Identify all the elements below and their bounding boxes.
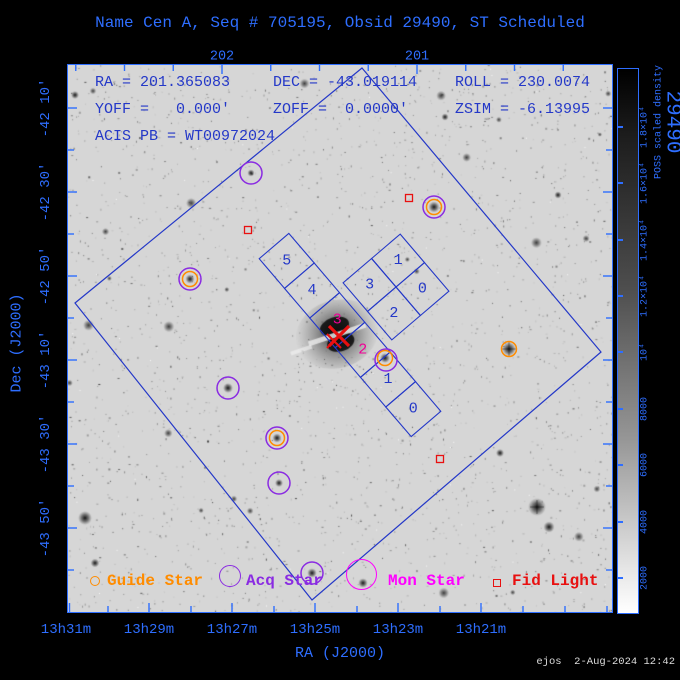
- chip-label: 5: [282, 252, 291, 269]
- top-tick-label: 202: [209, 49, 235, 65]
- obs-info-row: RA = 201.365083 DEC = -43.019114 ROLL = …: [95, 74, 615, 101]
- colorbar-tick: [618, 521, 623, 523]
- guide-star-legend-icon: [90, 576, 100, 586]
- acq_star-marker[interactable]: [300, 561, 324, 585]
- fid-light-legend-label: Fid Light: [512, 572, 599, 590]
- chip-label: 4: [307, 282, 316, 299]
- fid-light-marker[interactable]: [435, 454, 445, 464]
- y-tick-label: -43 10': [38, 330, 54, 390]
- acq-star-legend-icon: [219, 565, 241, 587]
- x-tick-label: 13h21m: [455, 622, 507, 638]
- page-title: Name Cen A, Seq # 705195, Obsid 29490, S…: [95, 14, 585, 32]
- colorbar-tick: [618, 295, 623, 297]
- x-tick-label: 13h31m: [40, 622, 92, 638]
- x-tick-label: 13h27m: [206, 622, 258, 638]
- colorbar-tick-label: 1.2×10⁴: [639, 274, 651, 318]
- x-tick-label: 13h29m: [123, 622, 175, 638]
- chip-label: 1: [383, 371, 392, 388]
- colorbar-tick-label: 2000: [639, 565, 651, 591]
- roll-value: ROLL = 230.0074: [455, 74, 591, 91]
- timestamp: ejos 2-Aug-2024 12:42: [536, 656, 675, 668]
- colorbar-tick: [618, 351, 623, 353]
- top-tick-label: 201: [404, 49, 430, 65]
- y-tick-label: -42 10': [38, 78, 54, 138]
- colorbar-tick-label: 6000: [639, 452, 651, 478]
- y-tick-label: -43 30': [38, 414, 54, 474]
- x-axis-title: RA (J2000): [294, 645, 385, 662]
- guide_star-marker[interactable]: [376, 349, 394, 367]
- acq_star-marker[interactable]: [374, 348, 398, 372]
- aimpoint-x: [326, 333, 342, 349]
- acq-star-legend-label: Acq Star: [246, 572, 323, 590]
- mon-star-legend-icon: [346, 559, 377, 590]
- y-axis-title: Dec (J2000): [8, 293, 26, 393]
- acq_star-marker[interactable]: [265, 426, 289, 450]
- colorbar-tick: [618, 464, 623, 466]
- y-tick-label: -42 30': [38, 162, 54, 222]
- guide_star-marker[interactable]: [181, 270, 199, 288]
- chip-label: 3: [333, 312, 342, 329]
- colorbar-tick-label: 8000: [639, 396, 651, 422]
- colorbar-tick-label: 4000: [639, 509, 651, 535]
- colorbar-tick: [618, 126, 623, 128]
- chip-label: 0: [409, 401, 418, 418]
- colorbar-tick-label: 1.8×10⁴: [639, 105, 651, 149]
- yoff-value: YOFF = 0.000': [95, 101, 231, 118]
- colorbar-tick: [618, 239, 623, 241]
- guide_star-marker[interactable]: [500, 340, 518, 358]
- obs-info: RA = 201.365083 DEC = -43.019114 ROLL = …: [95, 74, 615, 155]
- guide-star-legend-label: Guide Star: [107, 572, 204, 590]
- y-tick-label: -42 50': [38, 246, 54, 306]
- acq_star-marker[interactable]: [422, 195, 446, 219]
- colorbar-tick: [618, 182, 623, 184]
- fid-light-marker[interactable]: [404, 193, 414, 203]
- zoff-value: ZOFF = 0.0000': [273, 101, 409, 118]
- chip-label: 0: [418, 281, 427, 298]
- x-tick-label: 13h25m: [289, 622, 341, 638]
- chip-label: 3: [365, 276, 374, 293]
- colorbar-tick: [618, 408, 623, 410]
- colorbar-tick: [618, 577, 623, 579]
- colorbar: [617, 68, 639, 614]
- chip-label: 2: [358, 341, 367, 358]
- guide_star-marker[interactable]: [425, 198, 443, 216]
- obs-info-row: YOFF = 0.000' ZOFF = 0.0000' ZSIM = -6.1…: [95, 101, 615, 128]
- acis-s-chip: [385, 380, 442, 438]
- acis-pb-value: ACIS PB = WT00972024: [95, 128, 276, 145]
- dec-value: DEC = -43.019114: [273, 74, 418, 91]
- obsid-side-label: 29490: [660, 90, 680, 154]
- acq_star-marker[interactable]: [216, 376, 240, 400]
- colorbar-tick-label: 1.6×10⁴: [639, 161, 651, 205]
- y-tick-label: -43 50': [38, 498, 54, 558]
- fov-outline: [74, 67, 602, 601]
- guide_star-marker[interactable]: [268, 429, 286, 447]
- chip-label: 1: [394, 252, 403, 269]
- zsim-value: ZSIM = -6.13995: [455, 101, 591, 118]
- obs-info-row: ACIS PB = WT00972024: [95, 128, 615, 155]
- acq_star-marker[interactable]: [239, 161, 263, 185]
- fid-light-marker[interactable]: [243, 225, 253, 235]
- mon-star-legend-label: Mon Star: [388, 572, 465, 590]
- colorbar-tick-label: 1.4×10⁴: [639, 218, 651, 262]
- colorbar-tick-label: 10⁴: [639, 342, 651, 362]
- acq_star-marker[interactable]: [178, 267, 202, 291]
- fid-light-legend-icon: [493, 579, 501, 587]
- ra-value: RA = 201.365083: [95, 74, 231, 91]
- acq_star-marker[interactable]: [267, 471, 291, 495]
- acis-i-chip: [366, 286, 422, 341]
- chip-label: 2: [389, 305, 398, 322]
- x-tick-label: 13h23m: [372, 622, 424, 638]
